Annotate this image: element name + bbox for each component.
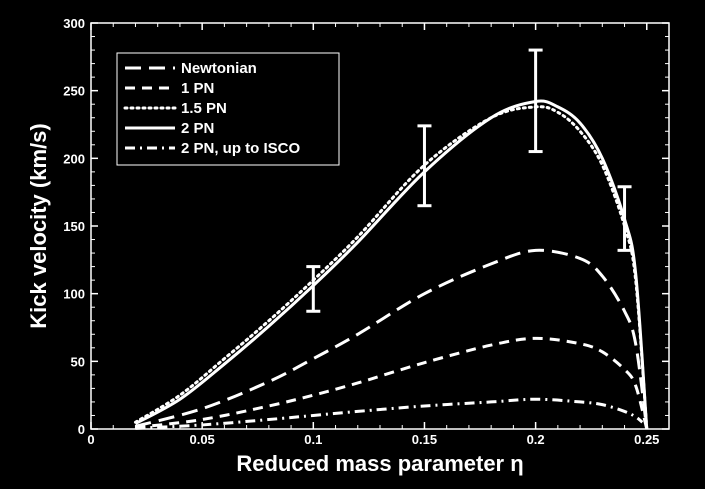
y-tick-label: 200 [63,151,85,166]
x-tick-label: 0.25 [634,432,659,447]
x-tick-label: 0.1 [304,432,322,447]
legend-label-1: 1 PN [181,80,214,97]
series-line-1 [135,336,649,430]
y-tick-label: 150 [63,219,85,234]
error-bars [306,48,632,313]
y-tick-label: 50 [71,354,85,369]
y-tick-label: 100 [63,287,85,302]
legend-label-4: 2 PN, up to ISCO [181,140,301,157]
y-tick-label: 0 [78,422,85,437]
legend: Newtonian 1 PN 1.5 PN 2 PN 2 PN, up to ISCO [116,52,340,166]
y-tick-label: 300 [63,16,85,31]
x-tick-label: 0.2 [527,432,545,447]
x-tick-label: 0.15 [412,432,437,447]
y-tick-label: 250 [63,84,85,99]
error-bar [617,185,632,252]
x-axis-title: Reduced mass parameter η [236,451,523,476]
y-axis-title: Kick velocity (km/s) [26,123,51,328]
x-tick-label: 0.05 [189,432,214,447]
legend-label-0: Newtonian [181,60,257,77]
legend-label-2: 1.5 PN [181,100,227,117]
series-line-0 [135,248,649,430]
error-bar [306,265,321,313]
series-line-4 [135,397,644,430]
error-bar [528,48,543,154]
x-tick-label: 0 [87,432,94,447]
x-axis: 0 0.05 0.1 0.15 0.2 0.25 [87,23,659,447]
y-axis: 0 50 100 150 200 250 300 [63,16,669,437]
error-bar [417,124,432,208]
legend-label-3: 2 PN [181,120,214,137]
